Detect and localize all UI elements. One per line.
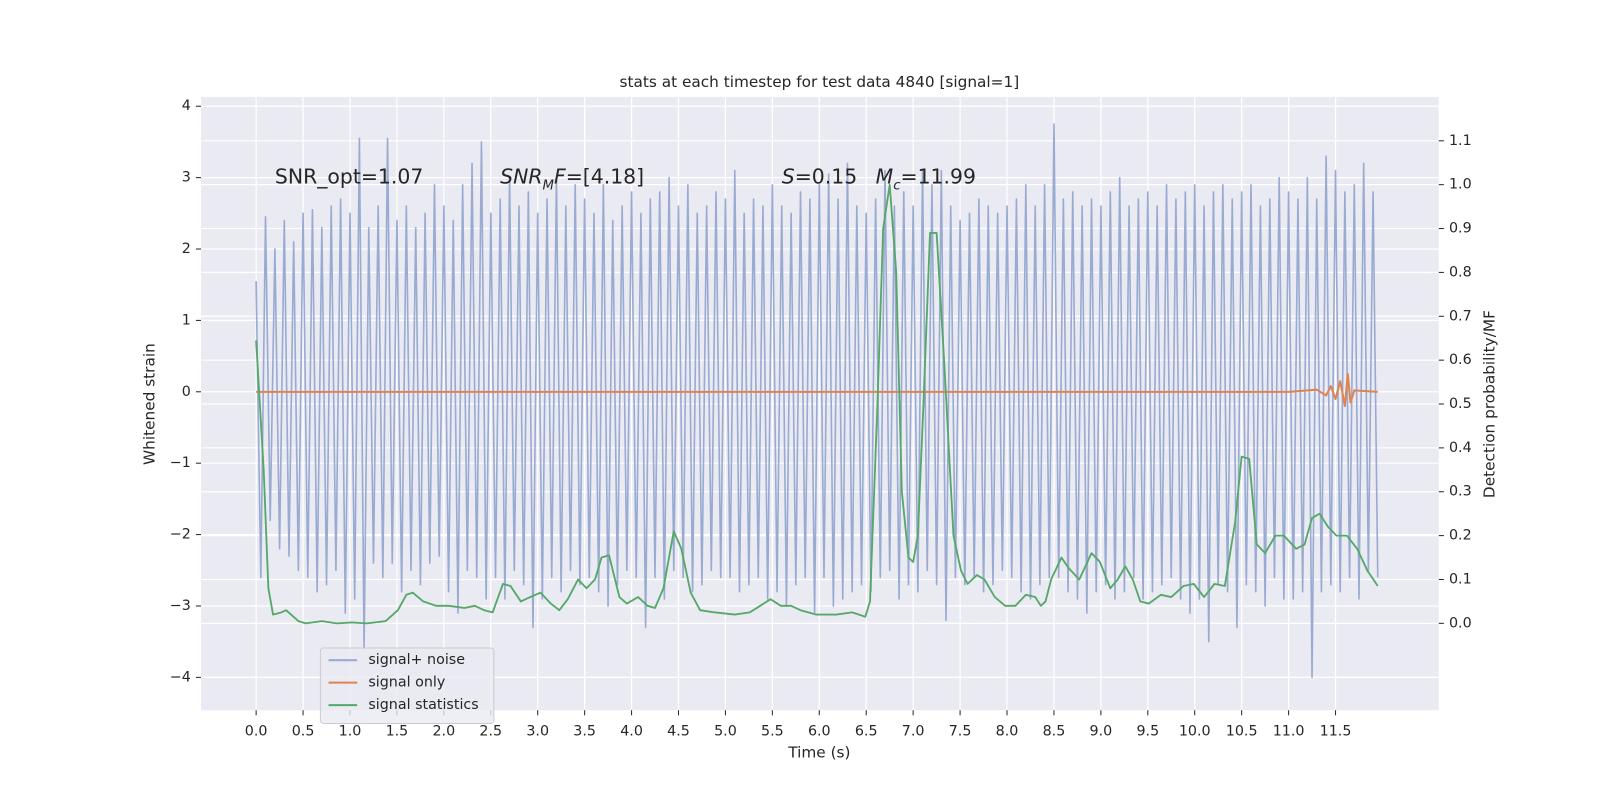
y-tick-label: 2 <box>182 241 191 257</box>
y2-tick-label: 1.1 <box>1449 133 1472 149</box>
y-tick-label: 3 <box>182 170 191 186</box>
annotation-part: =0.15 <box>795 165 858 189</box>
y2-tick-label: 0.2 <box>1449 528 1472 544</box>
y-axis-label: Whitened strain <box>141 343 159 465</box>
y-tick-label: 1 <box>182 312 191 328</box>
x-tick-label: 11.0 <box>1273 724 1305 740</box>
x-tick-label: 9.0 <box>1090 724 1113 740</box>
x-tick-label: 8.0 <box>996 724 1019 740</box>
annotation: Mc=11.99 <box>876 165 976 194</box>
chart-title: stats at each timestep for test data 484… <box>620 73 1020 91</box>
annotation-part: =11.99 <box>900 165 975 189</box>
x-tick-label: 1.0 <box>339 724 362 740</box>
x-tick-label: 3.0 <box>526 724 549 740</box>
y2-tick-label: 1.0 <box>1449 177 1472 193</box>
annotation-part: F <box>554 165 566 189</box>
y2-tick-label: 0.9 <box>1449 221 1472 237</box>
y2-tick-label: 0.4 <box>1449 440 1472 456</box>
x-tick-label: 5.5 <box>761 724 784 740</box>
x-tick-label: 4.5 <box>667 724 690 740</box>
series-line <box>256 372 1378 408</box>
y2-tick-label: 0.0 <box>1449 615 1472 631</box>
x-tick-label: 4.0 <box>620 724 643 740</box>
series-line <box>255 183 1379 625</box>
x-tick-label: 0.5 <box>292 724 315 740</box>
x-tick-label: 10.0 <box>1179 724 1211 740</box>
x-tick-label: 3.5 <box>573 724 596 740</box>
y2-tick-label: 0.1 <box>1449 571 1472 587</box>
series-line <box>255 123 1379 679</box>
legend-label: signal only <box>368 675 445 691</box>
annotation-part: =[4.18] <box>566 165 644 189</box>
annotation-part: M <box>543 178 555 193</box>
legend-box <box>319 647 495 724</box>
x-tick-label: 9.5 <box>1136 724 1159 740</box>
y2-axis-label: Detection probability/MF <box>1480 310 1498 498</box>
y-tick-label: 0 <box>182 384 191 400</box>
y-tick-label: −4 <box>170 669 191 685</box>
y2-tick-label: 0.7 <box>1449 308 1472 324</box>
y2-tick-label: 0.8 <box>1449 264 1472 280</box>
annotation: SNRMF=[4.18] <box>500 165 644 194</box>
x-tick-label: 7.0 <box>902 724 925 740</box>
y2-tick-label: 0.6 <box>1449 352 1472 368</box>
y2-tick-label: 0.3 <box>1449 484 1472 500</box>
annotation-part: M <box>876 165 894 189</box>
annotation-part: SNR_opt=1.07 <box>275 165 423 190</box>
x-tick-label: 7.5 <box>949 724 972 740</box>
y-tick-label: −1 <box>170 455 191 471</box>
legend: signal+ noise signal only signal statistic… <box>319 647 495 724</box>
annotation-part: S <box>782 165 795 189</box>
y2-tick-label: 0.5 <box>1449 396 1472 412</box>
x-tick-label: 10.5 <box>1226 724 1258 740</box>
x-tick-label: 11.5 <box>1320 724 1352 740</box>
annotation: SNR_opt=1.07 <box>275 165 423 190</box>
x-tick-label: 8.5 <box>1043 724 1066 740</box>
x-axis-label: Time (s) <box>787 744 850 762</box>
x-tick-label: 6.0 <box>808 724 831 740</box>
x-tick-label: 2.5 <box>479 724 502 740</box>
x-tick-label: 0.0 <box>245 724 268 740</box>
y-tick-label: 4 <box>182 98 191 114</box>
x-tick-label: 2.0 <box>432 724 455 740</box>
legend-label: signal statistics <box>368 697 478 713</box>
legend-label: signal+ noise <box>368 652 465 668</box>
x-tick-label: 5.0 <box>714 724 737 740</box>
x-tick-label: 1.5 <box>386 724 409 740</box>
annotation: S=0.15 <box>782 165 857 189</box>
annotation-part: SNR <box>500 165 542 189</box>
y-tick-label: −3 <box>170 598 191 614</box>
y-tick-label: −2 <box>170 527 191 543</box>
x-tick-label: 6.5 <box>855 724 878 740</box>
annotation-part: c <box>893 178 901 193</box>
